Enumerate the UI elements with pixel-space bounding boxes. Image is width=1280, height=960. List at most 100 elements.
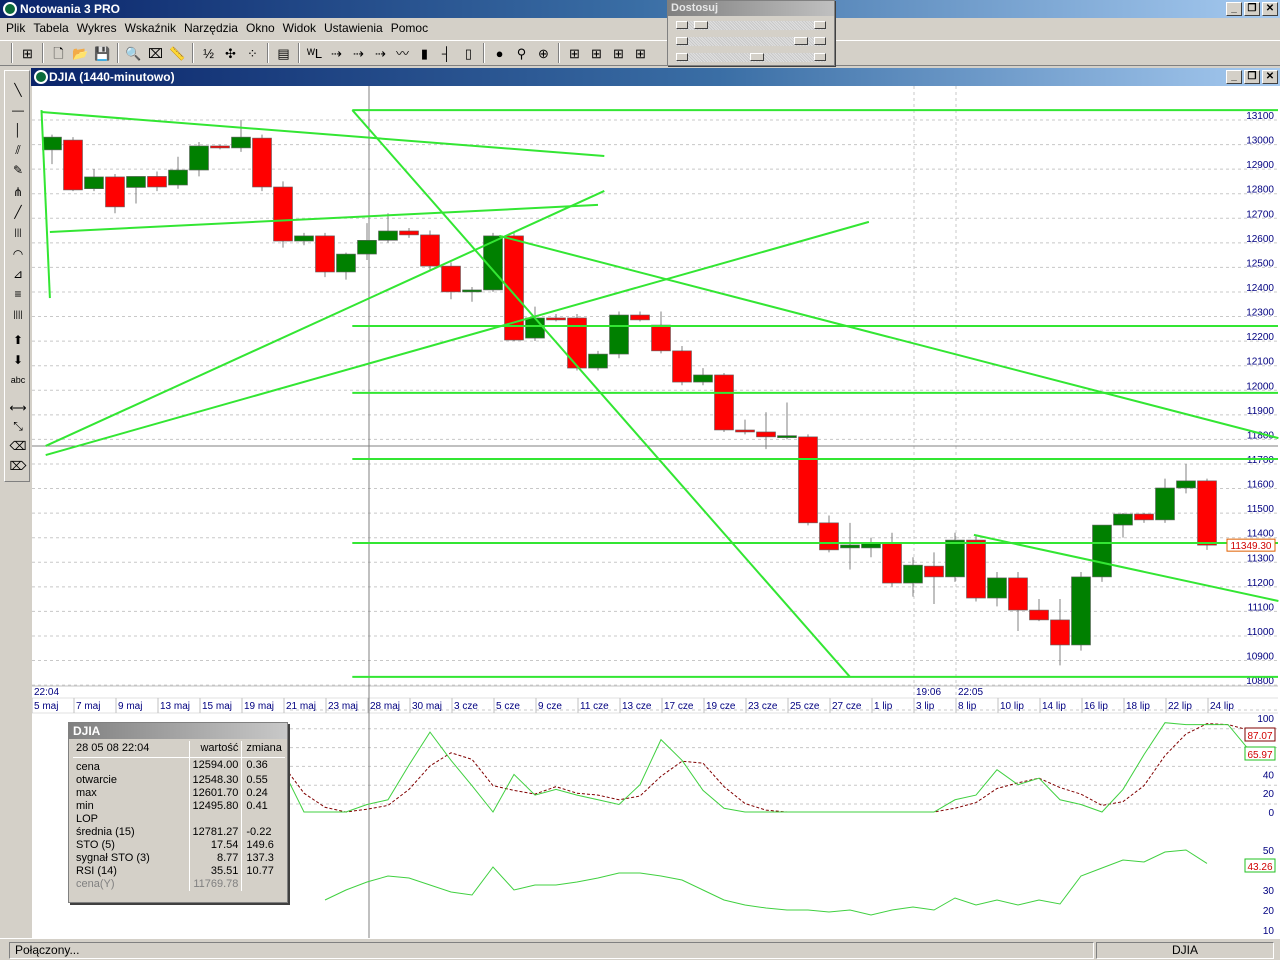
add-alert-icon[interactable]: ⚲ xyxy=(516,45,527,61)
arrow-down-icon[interactable]: ⬇ xyxy=(12,353,24,367)
candle[interactable] xyxy=(777,402,797,440)
pencil-icon[interactable]: ✎ xyxy=(12,163,24,177)
time-zones-icon[interactable]: |||| xyxy=(13,309,23,319)
candle[interactable] xyxy=(168,156,188,189)
candle[interactable] xyxy=(630,311,650,322)
candle[interactable] xyxy=(126,176,146,204)
slider-thumb[interactable] xyxy=(693,21,708,29)
candle[interactable] xyxy=(84,169,104,192)
toolbar-grip[interactable] xyxy=(11,43,13,63)
menu-0[interactable]: Plik xyxy=(6,21,26,35)
minimize-button[interactable]: _ xyxy=(1226,2,1242,16)
menu-8[interactable]: Pomoc xyxy=(390,21,429,35)
candle[interactable] xyxy=(1197,478,1217,550)
ruler-icon[interactable]: 📏 xyxy=(169,45,186,61)
fibonacci-levels-icon[interactable]: ≡ xyxy=(14,287,22,301)
candle[interactable] xyxy=(1029,599,1049,622)
candle[interactable] xyxy=(903,557,923,597)
candle[interactable] xyxy=(252,134,272,192)
restore-button[interactable]: ❐ xyxy=(1244,2,1260,16)
horizontal-line-icon[interactable]: — xyxy=(12,103,24,117)
trendline[interactable] xyxy=(499,234,1279,440)
candle[interactable] xyxy=(924,552,944,604)
slider-left-arrow[interactable] xyxy=(676,53,688,61)
slider-thumb[interactable] xyxy=(794,37,809,45)
candle[interactable] xyxy=(462,286,482,302)
adjust-slider-0[interactable] xyxy=(676,21,826,30)
dots-icon[interactable]: ⁘ xyxy=(247,45,258,61)
menu-3[interactable]: Wskaźnik xyxy=(124,21,176,35)
slider-left-arrow[interactable] xyxy=(676,21,688,29)
menu-4[interactable]: Narzędzia xyxy=(183,21,238,35)
candle[interactable] xyxy=(273,181,293,248)
trendline[interactable] xyxy=(45,220,870,457)
slider-right-arrow[interactable] xyxy=(814,37,826,45)
text-icon[interactable]: abc xyxy=(10,375,26,385)
candle[interactable] xyxy=(420,230,440,270)
candle[interactable] xyxy=(861,537,881,558)
trendline[interactable] xyxy=(41,111,605,158)
candle[interactable] xyxy=(735,419,755,435)
layout-2-icon[interactable]: ⊞ xyxy=(591,45,602,61)
candle[interactable] xyxy=(588,350,608,371)
wl-icon[interactable]: ᵂL xyxy=(306,45,323,61)
candle[interactable] xyxy=(378,213,398,243)
zoom-icon[interactable]: 🔍 xyxy=(125,45,142,61)
diagonal-line-icon[interactable]: ╲ xyxy=(14,83,22,97)
arrow-up-icon[interactable]: ⬆ xyxy=(12,333,24,347)
candle[interactable] xyxy=(189,142,209,177)
slider-thumb[interactable] xyxy=(749,53,764,61)
layout-1-icon[interactable]: ⊞ xyxy=(569,45,580,61)
resize-diagonal-icon[interactable]: ⤡ xyxy=(13,419,23,433)
line-chart-icon[interactable]: 〰 xyxy=(395,45,409,61)
layout-3-icon[interactable]: ⊞ xyxy=(613,45,624,61)
menu-2[interactable]: Wykres xyxy=(76,21,117,35)
trendline[interactable] xyxy=(40,110,51,299)
arcs-icon[interactable]: ◠ xyxy=(12,247,24,261)
traffic-light-icon[interactable]: ● xyxy=(495,45,504,61)
eraser-all-icon[interactable]: ⌦ xyxy=(9,459,27,473)
close-button[interactable]: ✕ xyxy=(1262,2,1278,16)
info-box[interactable]: DJIA 28 05 08 22:04 wartość zmiana cena 1… xyxy=(68,722,288,903)
candle[interactable] xyxy=(987,572,1007,607)
candle[interactable] xyxy=(294,232,314,246)
slider-right-arrow[interactable] xyxy=(814,21,826,29)
data-window-icon[interactable]: ▤ xyxy=(277,45,290,61)
arrow-right-blue-icon[interactable]: ⇢ xyxy=(353,45,364,61)
resize-horizontal-icon[interactable]: ⟷ xyxy=(9,401,27,415)
candle[interactable] xyxy=(315,232,335,278)
candle[interactable] xyxy=(945,532,965,582)
new-file-icon[interactable]: 🗋 xyxy=(53,45,64,61)
candle[interactable] xyxy=(567,314,587,371)
chart-close-button[interactable]: ✕ xyxy=(1262,70,1278,84)
candle[interactable] xyxy=(672,345,692,386)
save-icon[interactable]: 💾 xyxy=(94,45,111,61)
candle[interactable] xyxy=(651,311,671,354)
trendline[interactable] xyxy=(45,190,605,447)
candle[interactable] xyxy=(1155,478,1175,523)
candle[interactable] xyxy=(798,434,818,526)
numbers-icon[interactable]: ½ xyxy=(203,45,214,61)
candle[interactable] xyxy=(756,412,776,450)
channel-icon[interactable]: ⫽ xyxy=(15,143,21,157)
vertical-line-icon[interactable]: │ xyxy=(14,123,22,137)
candle[interactable] xyxy=(966,535,986,602)
arrow-right-red-icon[interactable]: ⇢ xyxy=(331,45,342,61)
adjust-slider-1[interactable] xyxy=(676,37,826,46)
layout-grid-icon[interactable]: ⊞ xyxy=(22,45,33,61)
adjust-slider-2[interactable] xyxy=(676,53,826,62)
candle[interactable] xyxy=(1134,513,1154,523)
candle[interactable] xyxy=(1113,513,1133,538)
candle[interactable] xyxy=(1092,524,1112,582)
slider-right-arrow[interactable] xyxy=(814,53,826,61)
menu-5[interactable]: Okno xyxy=(245,21,275,35)
candle[interactable] xyxy=(210,144,230,150)
candle[interactable] xyxy=(1008,572,1028,631)
vertical-lines-icon[interactable]: ||| xyxy=(14,227,22,237)
slider-left-arrow[interactable] xyxy=(676,37,688,45)
candle[interactable] xyxy=(441,262,461,300)
candle[interactable] xyxy=(105,173,125,214)
candle[interactable] xyxy=(399,228,419,238)
candle[interactable] xyxy=(147,171,167,192)
fibonacci-fan-icon[interactable]: ⊿ xyxy=(12,267,24,281)
